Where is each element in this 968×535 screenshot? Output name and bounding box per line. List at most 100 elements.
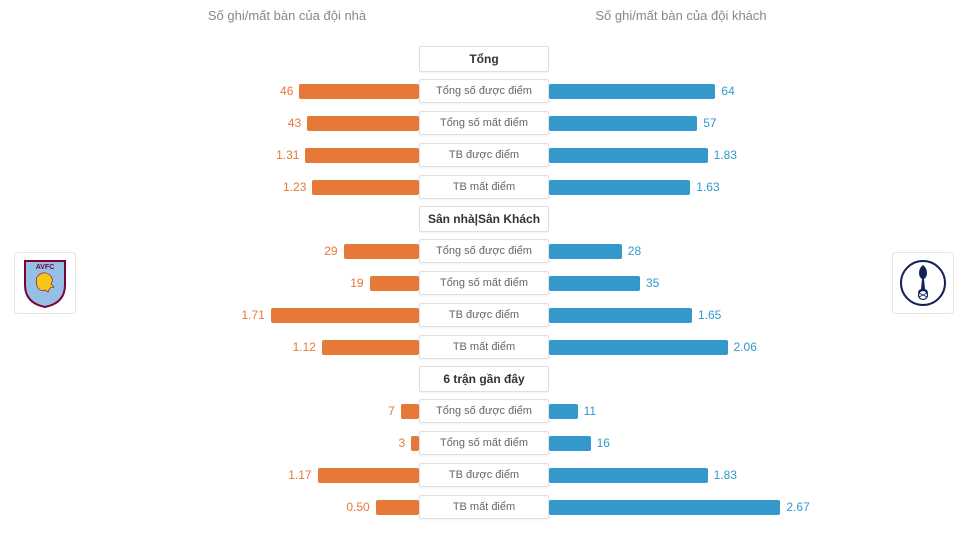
away-logo-col [878,252,968,314]
away-value: 1.65 [698,308,721,322]
home-bar [401,404,419,419]
stat-label: Tổng số được điểm [419,239,549,263]
stat-row: 1.23 TB mất điểm1.63 [90,173,878,201]
home-bar-side: 29 [90,244,419,259]
away-bar [549,180,690,195]
home-bar-side: 19 [90,276,419,291]
home-value: 46 [280,84,293,98]
away-value: 11 [584,404,596,418]
stat-row: 46 Tổng số được điểm 64 [90,77,878,105]
away-bar-side: 1.63 [549,180,878,195]
home-value: 3 [399,436,406,450]
main-row: AVFC Tổng 46 Tổng số được điểm 64 43 Tổng số … [0,31,968,535]
away-bar [549,116,697,131]
away-value: 1.83 [714,468,737,482]
home-value: 29 [324,244,337,258]
stat-row: 19 Tổng số mất điểm 35 [90,269,878,297]
stat-label: Tổng số được điểm [419,79,549,103]
away-value: 64 [721,84,734,98]
home-logo-col: AVFC [0,252,90,314]
away-bar [549,404,578,419]
home-bar [344,244,419,259]
away-value: 2.06 [734,340,757,354]
stat-row: 1.31 TB được điểm 1.83 [90,141,878,169]
stat-label: Tổng số mất điểm [419,431,549,455]
away-bar-side: 2.67 [549,500,878,515]
away-bar-side: 64 [549,84,878,99]
home-bar-side: 3 [90,436,419,451]
away-bar [549,500,780,515]
away-bar-side: 28 [549,244,878,259]
away-bar [549,84,715,99]
away-bar [549,340,728,355]
stat-label: Tổng số mất điểm [419,271,549,295]
away-bar-side: 57 [549,116,878,131]
home-value: 1.17 [288,468,311,482]
stat-label: Tổng số được điểm [419,399,549,423]
away-bar-side: 1.83 [549,148,878,163]
home-bar [307,116,419,131]
section-header: Sân nhà|Sân Khách [419,206,549,232]
away-bar-side: 11 [549,404,878,419]
away-header: Số ghi/mất bàn của đội khách [484,8,968,23]
stat-row: 1.17TB được điểm1.83 [90,461,878,489]
home-bar [305,148,419,163]
stat-row: 29 Tổng số được điểm 28 [90,237,878,265]
home-bar-side: 1.17 [90,468,419,483]
home-value: 7 [388,404,395,418]
stats-comparison-container: Số ghi/mất bàn của đội nhà Số ghi/mất bà… [0,0,968,535]
home-bar [322,340,419,355]
home-bar [318,468,419,483]
stat-label: TB được điểm [419,143,549,167]
away-team-crest [892,252,954,314]
home-bar [411,436,419,451]
stat-label: Tổng số mất điểm [419,111,549,135]
home-bar-side: 1.12 [90,340,419,355]
home-team-crest: AVFC [14,252,76,314]
home-value: 1.23 [283,180,306,194]
thfc-crest-icon [899,257,947,309]
home-bar [370,276,419,291]
chart-area: Tổng 46 Tổng số được điểm 64 43 Tổng số mất đ… [90,43,878,523]
away-bar-side: 16 [549,436,878,451]
avfc-crest-icon: AVFC [21,257,69,309]
section-header: 6 trận gần đây [419,366,549,392]
away-bar [549,468,708,483]
stat-row: 1.12TB mất điểm2.06 [90,333,878,361]
home-value: 19 [350,276,363,290]
away-value: 28 [628,244,641,258]
home-value: 1.31 [276,148,299,162]
away-bar-side: 1.83 [549,468,878,483]
stat-row: 0.50TB mất điểm2.67 [90,493,878,521]
away-value: 16 [597,436,610,450]
svg-text:AVFC: AVFC [36,264,55,271]
away-value: 1.83 [714,148,737,162]
home-bar [312,180,419,195]
home-bar-side: 43 [90,116,419,131]
home-bar [376,500,419,515]
section-header: Tổng [419,46,549,72]
away-value: 35 [646,276,659,290]
home-value: 1.71 [241,308,264,322]
header-row: Số ghi/mất bàn của đội nhà Số ghi/mất bà… [0,0,968,31]
away-bar [549,148,708,163]
stat-label: TB được điểm [419,303,549,327]
home-bar-side: 7 [90,404,419,419]
stat-label: TB mất điểm [419,175,549,199]
home-header: Số ghi/mất bàn của đội nhà [0,8,484,23]
away-value: 2.67 [786,500,809,514]
home-bar-side: 1.23 [90,180,419,195]
home-value: 43 [288,116,301,130]
home-value: 1.12 [293,340,316,354]
home-value: 0.50 [346,500,369,514]
home-bar-side: 0.50 [90,500,419,515]
away-bar-side: 35 [549,276,878,291]
stat-row: 1.71 TB được điểm 1.65 [90,301,878,329]
home-bar-side: 1.71 [90,308,419,323]
stat-row: 7 Tổng số được điểm 11 [90,397,878,425]
away-bar-side: 1.65 [549,308,878,323]
home-bar [299,84,419,99]
away-value: 57 [703,116,716,130]
home-bar-side: 46 [90,84,419,99]
away-bar-side: 2.06 [549,340,878,355]
